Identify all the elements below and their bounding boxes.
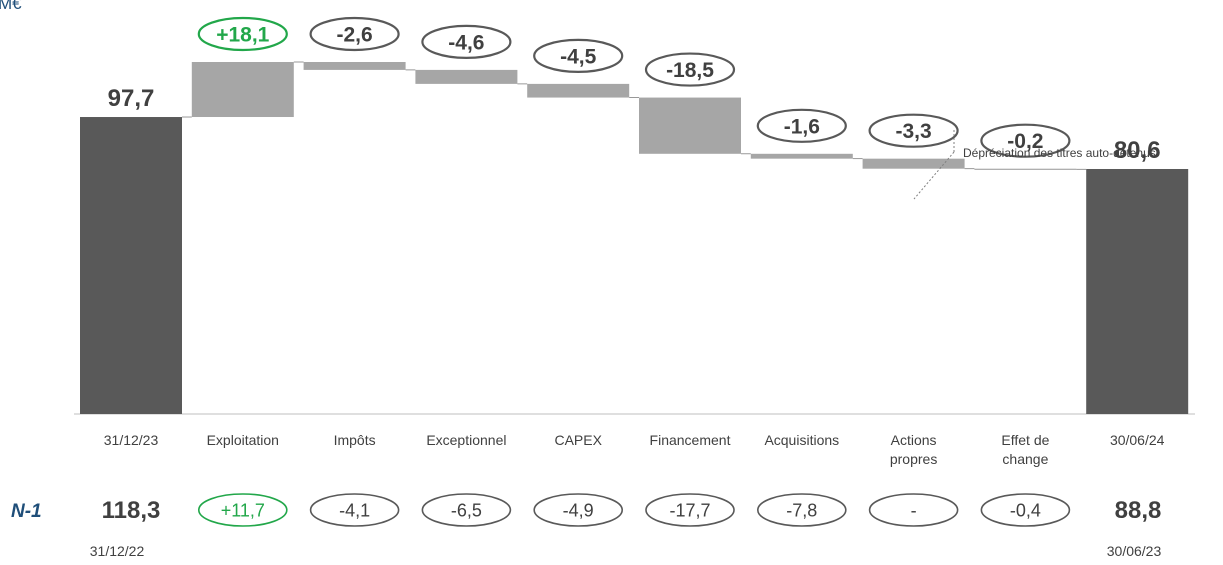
category-label-1: 31/12/23: [104, 432, 159, 448]
previous-year-start-value: 118,3: [102, 497, 161, 524]
previous-year-oval-3: [421, 493, 512, 527]
previous-year-oval-4: [533, 493, 624, 527]
bar-1: [80, 117, 182, 415]
delta-oval-4: [421, 24, 512, 60]
bar-3: [303, 62, 406, 70]
category-label-2: Exploitation: [207, 432, 279, 448]
bar-layer: [80, 62, 1189, 415]
category-label-6: Financement: [650, 432, 731, 448]
category-label-4: Exceptionnel: [426, 432, 506, 448]
delta-oval-7: [756, 108, 847, 143]
delta-value-label-7: -1,6: [784, 115, 820, 138]
previous-year-start-date: 31/12/22: [90, 543, 145, 559]
category-label-3: Impôts: [334, 432, 376, 448]
previous-year-oval-7: [868, 493, 959, 527]
delta-value-label-2: +18,1: [216, 24, 269, 47]
previous-year-row: N-1 118,3 88,8 31/12/22 30/06/23 +11,7 -4…: [11, 493, 1162, 559]
previous-year-delta-layer: +11,7 -4,1 -6,5 -4,9 -17,7 -7,8 - -0,4: [198, 493, 1071, 527]
category-label-layer: 31/12/23 Exploitation Impôts Exceptionnel CA…: [104, 432, 1165, 467]
previous-year-oval-8: [980, 493, 1071, 527]
delta-oval-5: [533, 38, 624, 73]
delta-value-label-6: -18,5: [666, 59, 714, 82]
annotation-layer: Dépréciation des titres auto-détenus: [913, 130, 1156, 200]
category-label-9-line-2: change: [1002, 451, 1048, 467]
previous-year-end-value: 88,8: [1115, 497, 1162, 524]
previous-year-oval-6: [756, 493, 847, 527]
previous-year-delta-label-5: -17,7: [669, 501, 710, 521]
delta-value-label-3: -2,6: [337, 24, 373, 47]
previous-year-delta-label-2: -4,1: [339, 501, 370, 521]
bar-4: [415, 69, 518, 84]
delta-value-label-4: -4,6: [448, 31, 484, 54]
previous-year-oval-1: [198, 493, 288, 527]
delta-oval-6: [644, 52, 736, 87]
previous-year-title: N-1: [11, 501, 42, 522]
bar-8: [862, 158, 965, 169]
category-label-10: 30/06/24: [1110, 432, 1165, 448]
annotation-text: Dépréciation des titres auto-détenus: [963, 146, 1156, 160]
delta-oval-9: [980, 123, 1071, 158]
previous-year-end-date: 30/06/23: [1107, 543, 1162, 559]
delta-value-label-8: -3,3: [896, 120, 932, 143]
delta-value-label-5: -4,5: [560, 45, 597, 68]
category-label-7: Acquisitions: [764, 432, 839, 448]
category-label-5: CAPEX: [554, 432, 602, 448]
bar-7: [750, 153, 853, 159]
previous-year-oval-5: [645, 493, 735, 527]
previous-year-oval-2: [309, 493, 400, 527]
delta-value-label-9: -0,2: [1007, 130, 1043, 153]
previous-year-delta-label-8: -0,4: [1010, 501, 1041, 521]
delta-oval-8: [868, 113, 959, 148]
total-value-label-1: 97,7: [108, 85, 155, 112]
previous-year-delta-label-7: -: [911, 501, 917, 521]
connector-layer: [182, 61, 1087, 170]
bar-10: [1086, 168, 1189, 414]
previous-year-delta-label-4: -4,9: [563, 501, 594, 521]
category-label-9-line-1: Effet de: [1001, 432, 1049, 448]
delta-label-layer: 97,7 +18,1 -2,6 -4,6 -4,5 -18,5 -1,6 -3,3 -0,2 80…: [108, 16, 1161, 164]
delta-oval-3: [309, 16, 400, 52]
previous-year-delta-label-1: +11,7: [221, 501, 265, 521]
bar-5: [527, 83, 630, 98]
category-label-8-line-2: propres: [890, 451, 937, 467]
bar-2: [191, 62, 294, 118]
previous-year-delta-label-3: -6,5: [451, 501, 482, 521]
total-value-label-10: 80,6: [1114, 137, 1161, 164]
delta-oval-2: [197, 16, 288, 52]
bar-9: [974, 168, 1077, 170]
bar-6: [639, 97, 741, 154]
unit-label: M€: [0, 0, 22, 13]
category-label-8-line-1: Actions: [891, 432, 937, 448]
previous-year-delta-label-6: -7,8: [786, 501, 817, 521]
